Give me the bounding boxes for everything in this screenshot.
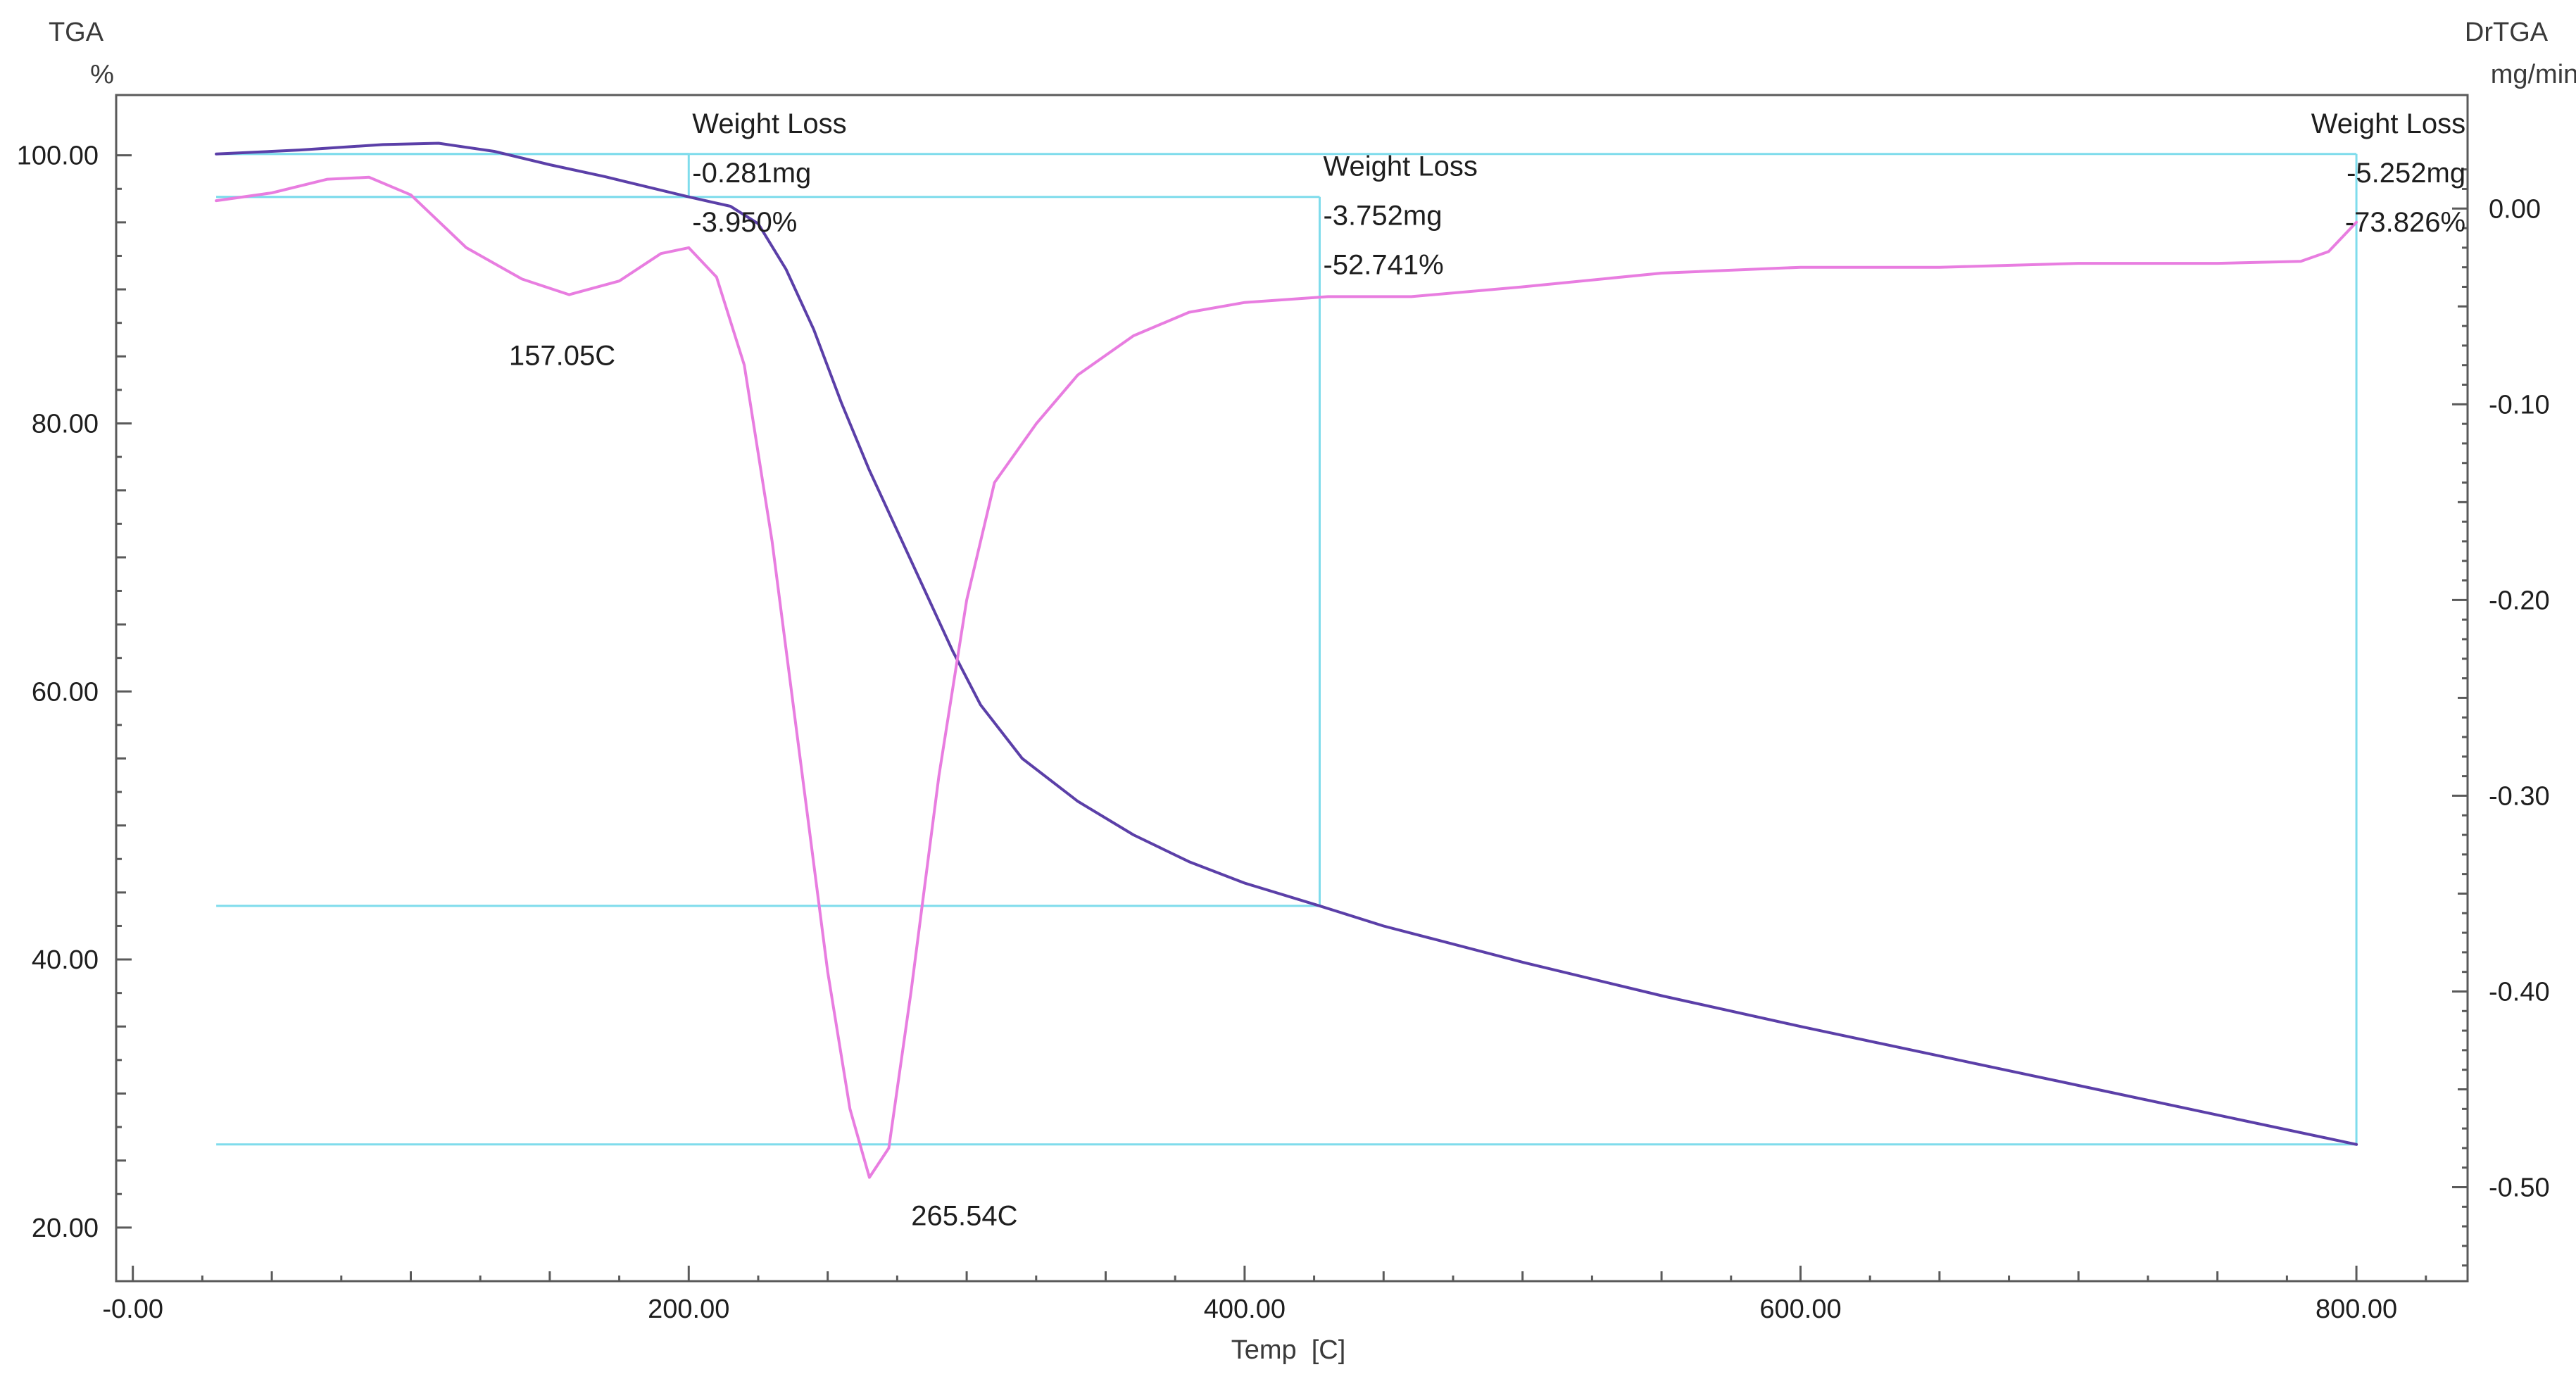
weight-loss-value: -0.281mg bbox=[692, 158, 811, 189]
right-tick-label: -0.20 bbox=[2489, 586, 2550, 615]
left-tick-label: 80.00 bbox=[32, 409, 99, 439]
weight-loss-step-line bbox=[216, 153, 2358, 1146]
tga-curve bbox=[215, 141, 2358, 1146]
right-tick-label: -0.30 bbox=[2489, 781, 2550, 811]
right-tick-label: -0.10 bbox=[2489, 390, 2550, 420]
weight-loss-step-line bbox=[216, 196, 1321, 907]
weight-loss-steps bbox=[216, 153, 2358, 1146]
right-axis-unit: mg/min bbox=[2491, 60, 2576, 89]
x-axis-title: Temp [C] bbox=[1231, 1335, 1346, 1365]
weight-loss-title: Weight Loss bbox=[2311, 108, 2465, 139]
drtga-curve bbox=[215, 175, 2358, 1179]
weight-loss-value: -3.950% bbox=[692, 207, 797, 238]
right-y-axis: 0.00 -0.10 -0.20 -0.30 -0.40 -0.50 bbox=[2452, 168, 2550, 1267]
series-lines bbox=[215, 141, 2358, 1179]
left-tick-label: 60.00 bbox=[32, 677, 99, 707]
weight-loss-title: Weight Loss bbox=[692, 108, 846, 139]
right-tick-label: 0.00 bbox=[2489, 194, 2541, 224]
left-tick-label: 40.00 bbox=[32, 945, 99, 975]
weight-loss-value: -73.826% bbox=[2345, 207, 2465, 238]
weight-loss-value: -5.252mg bbox=[2346, 158, 2465, 189]
left-axis-title: TGA bbox=[49, 18, 104, 47]
peak-temperature-label: 157.05C bbox=[509, 341, 615, 372]
right-axis-title: DrTGA bbox=[2465, 18, 2549, 47]
left-y-axis: 20.00 40.00 60.00 80.00 100.00 bbox=[17, 141, 132, 1243]
x-tick-label: 800.00 bbox=[2316, 1295, 2397, 1324]
x-tick-label: -0.00 bbox=[102, 1295, 163, 1324]
left-tick-label: 20.00 bbox=[32, 1214, 99, 1243]
weight-loss-title: Weight Loss bbox=[1323, 151, 1477, 182]
weight-loss-value: -52.741% bbox=[1323, 250, 1443, 281]
x-tick-label: 600.00 bbox=[1759, 1295, 1841, 1324]
x-axis: -0.00 200.00 400.00 600.00 800.00 bbox=[102, 1266, 2427, 1324]
left-axis-unit: % bbox=[90, 60, 114, 89]
left-tick-label: 100.00 bbox=[17, 141, 99, 171]
x-tick-label: 400.00 bbox=[1204, 1295, 1286, 1324]
right-tick-label: -0.50 bbox=[2489, 1173, 2550, 1203]
weight-loss-value: -3.752mg bbox=[1323, 201, 1442, 232]
right-tick-label: -0.40 bbox=[2489, 977, 2550, 1007]
weight-loss-annotations: Weight Loss -0.281mg -3.950% Weight Loss -3.… bbox=[692, 108, 2465, 281]
peak-temperature-label: 265.54C bbox=[911, 1201, 1017, 1232]
plot-frame bbox=[115, 94, 2469, 1283]
peak-labels: 157.05C 265.54C bbox=[509, 341, 1018, 1232]
x-tick-label: 200.00 bbox=[648, 1295, 729, 1324]
